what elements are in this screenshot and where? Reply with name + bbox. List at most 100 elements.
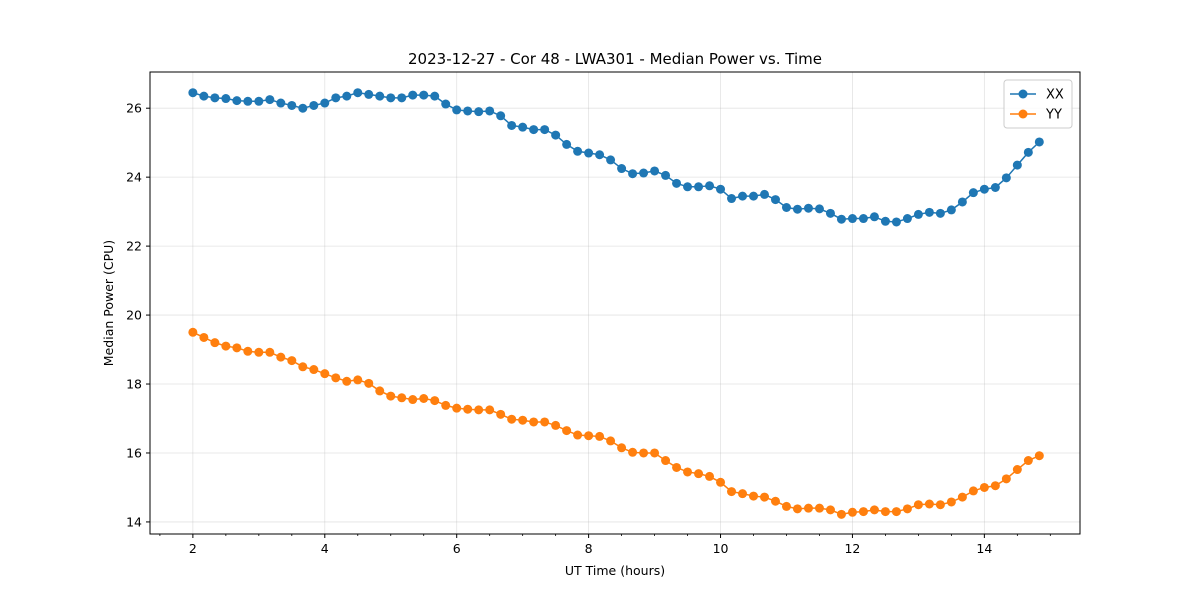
data-point-xx [716,184,726,194]
data-point-yy [419,394,429,403]
data-point-yy [529,417,539,427]
data-point-xx [188,88,198,98]
grid-lines [150,72,1080,534]
data-point-yy [946,497,956,507]
x-tick-label: 10 [713,541,729,556]
data-point-xx [397,93,407,103]
data-point-yy [331,373,341,383]
data-point-xx [1012,160,1022,170]
data-point-yy [518,415,528,425]
data-point-yy [825,505,835,515]
data-point-yy [584,431,594,441]
data-point-xx [628,169,638,179]
data-point-xx [573,146,583,156]
legend-label-xx: XX [1046,88,1064,103]
data-point-xx [705,181,715,191]
y-tick-label: 22 [126,239,142,254]
data-point-yy [749,491,759,501]
data-point-yy [847,507,857,517]
y-axis-label: Median Power (CPU) [101,240,116,366]
data-point-yy [496,409,506,419]
data-point-xx [814,204,824,214]
data-point-xx [419,90,429,100]
data-point-xx [661,170,671,180]
data-point-yy [287,356,297,366]
data-point-xx [243,96,253,106]
y-tick-label: 26 [126,101,142,116]
x-tick-label: 6 [453,541,461,556]
data-point-yy [595,431,605,441]
data-point-xx [342,91,352,101]
data-point-xx [232,96,242,106]
data-point-xx [935,208,945,218]
data-point-xx [254,96,264,106]
data-point-yy [814,503,824,513]
data-point-yy [507,414,517,424]
data-point-xx [1034,137,1044,147]
data-point-xx [1001,173,1011,183]
data-point-yy [661,456,671,466]
data-point-yy [276,352,286,362]
series-xx [188,88,1044,227]
data-point-yy [639,448,649,458]
data-point-xx [1023,147,1033,157]
data-point-xx [650,166,660,176]
plot-area-frame [149,71,1081,535]
x-tick-label: 4 [321,541,329,556]
data-point-yy [397,393,407,403]
data-point-yy [199,332,209,342]
data-point-xx [617,164,627,174]
data-point-yy [309,365,319,375]
data-point-yy [210,338,220,348]
data-point-xx [803,203,813,213]
data-point-yy [364,378,374,388]
data-point-xx [770,195,780,205]
data-point-xx [199,91,209,101]
data-point-yy [573,430,583,440]
data-point-xx [957,197,967,207]
y-tick-label: 16 [126,445,142,460]
data-point-xx [825,208,835,218]
data-point-yy [452,403,462,413]
data-point-yy [485,405,495,415]
data-point-yy [243,346,253,356]
data-point-yy [562,426,572,436]
data-point-yy [254,347,264,357]
data-point-yy [1012,465,1022,475]
data-point-yy [760,492,770,502]
data-point-xx [408,90,418,100]
data-point-yy [792,504,802,514]
data-point-yy [1034,451,1044,461]
x-tick-label: 8 [585,541,593,556]
data-point-xx [441,99,451,109]
data-point-yy [221,341,231,351]
data-point-xx [858,214,868,224]
data-point-yy [705,471,715,481]
data-point-yy [342,376,352,386]
legend-label-yy: YY [1045,108,1062,123]
data-point-yy [650,448,660,458]
data-point-xx [331,93,341,103]
data-point-xx [276,98,286,108]
data-point-yy [694,469,704,479]
series-yy [188,327,1044,519]
data-point-yy [551,420,561,430]
data-point-yy [869,505,879,515]
data-point-xx [529,125,539,135]
data-point-yy [441,400,451,410]
data-point-xx [891,217,901,227]
data-point-xx [210,93,220,103]
data-point-yy [463,404,473,414]
data-point-yy [606,436,616,446]
data-point-yy [836,509,846,519]
y-tick-label: 20 [126,308,142,323]
data-point-xx [869,212,879,222]
data-point-xx [924,207,934,217]
data-point-xx [430,91,440,101]
data-point-yy [913,500,923,510]
data-point-xx [518,122,528,132]
y-tick-label: 14 [126,514,142,529]
data-point-yy [628,447,638,457]
data-point-xx [672,178,682,188]
